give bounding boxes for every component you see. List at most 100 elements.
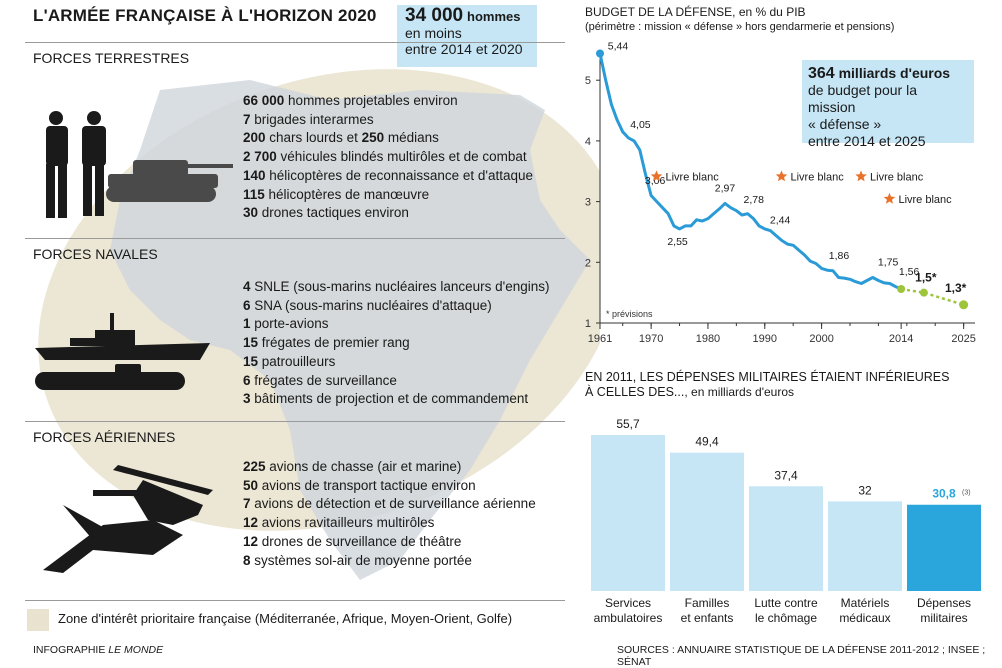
start-point — [596, 49, 604, 58]
credit: INFOGRAPHIE LE MONDE — [33, 644, 163, 656]
data-label: 1,3* — [945, 281, 967, 295]
bar-category-label: le chômage — [755, 611, 817, 625]
data-label: 1,5* — [915, 271, 937, 285]
x-tick-label: 1961 — [588, 333, 612, 345]
aircraft-helicopter-icon — [43, 465, 213, 573]
data-label: 2,55 — [667, 236, 688, 248]
bar-value-label: 32 — [858, 483, 872, 497]
legend-swatch — [27, 609, 49, 631]
bar-category-label: Lutte contre — [754, 596, 818, 610]
data-label: 2,44 — [770, 215, 791, 227]
livre-blanc-label: Livre blanc — [791, 171, 845, 183]
data-label: 1,75 — [878, 256, 899, 268]
bar — [670, 452, 744, 591]
legend-text: Zone d'intérêt prioritaire française (Mé… — [58, 611, 513, 626]
x-tick-label: 1990 — [753, 333, 777, 345]
bar-category-label: Matériels — [841, 596, 890, 610]
data-label: 1,86 — [829, 250, 850, 262]
personnel-callout: 34 000 hommes en moins entre 2014 et 202… — [397, 5, 537, 67]
budget-callout-line2: de budget pour la mission — [808, 82, 917, 115]
list-item: 6 frégates de surveillance — [243, 372, 397, 388]
ships-submarine-icon — [35, 313, 210, 390]
y-tick-label: 3 — [585, 197, 591, 209]
y-tick-label: 1 — [585, 318, 591, 330]
livre-blanc-star-icon — [650, 170, 663, 182]
bar-category-label: Dépenses — [917, 596, 971, 610]
y-tick-label: 5 — [585, 75, 591, 87]
list-item: 115 hélicoptères de manœuvre — [243, 186, 430, 202]
x-tick-label: 2014 — [889, 333, 913, 345]
bar-category-label: Services — [605, 596, 651, 610]
bar-value-label: 30,8 — [932, 487, 956, 501]
bar — [591, 435, 665, 591]
footnote: * prévisions — [606, 309, 653, 319]
list-item: 7 avions de détection et de surveillance… — [243, 496, 536, 512]
bar-chart-title: EN 2011, LES DÉPENSES MILITAIRES ÉTAIENT… — [585, 370, 949, 400]
bar-category-label: militaires — [920, 611, 967, 625]
budget-callout-unit: milliards d'euros — [834, 65, 951, 81]
section-title-aeriennes: FORCES AÉRIENNES — [33, 429, 176, 445]
budget-line — [598, 53, 902, 291]
livre-blanc-label: Livre blanc — [870, 171, 924, 183]
livre-blanc-star-icon — [775, 170, 788, 182]
budget-callout-line4: entre 2014 et 2025 — [808, 133, 926, 149]
personnel-unit: hommes — [467, 9, 521, 24]
list-item: 50 avions de transport tactique environ — [243, 477, 476, 493]
line-chart-title-main: BUDGET DE LA DÉFENSE — [585, 5, 733, 19]
forecast-point — [919, 288, 928, 297]
divider-aeriennes — [25, 421, 565, 422]
list-navales: 4 SNLE (sous-marins nucléaires lanceurs … — [243, 278, 549, 409]
livre-blanc-star-icon — [883, 192, 896, 204]
x-tick-label: 1980 — [696, 333, 720, 345]
list-item: 12 avions ravitailleurs multirôles — [243, 515, 435, 531]
page-title: L'ARMÉE FRANÇAISE À L'HORIZON 2020 — [33, 6, 377, 25]
x-tick-label: 2000 — [809, 333, 833, 345]
bar-chart-title-line2: À CELLES DES... — [585, 385, 685, 399]
x-tick-label: 2025 — [951, 333, 975, 345]
bar-value-label: 55,7 — [616, 417, 640, 431]
list-item: 7 brigades interarmes — [243, 111, 374, 127]
africa-silhouette — [110, 80, 590, 580]
data-label: 2,97 — [715, 182, 736, 194]
sources-text: SOURCES : ANNUAIRE STATISTIQUE DE LA DÉF… — [617, 644, 986, 668]
bar — [749, 486, 823, 591]
line-chart: 1 2 3 4 5 1961 1970 1980 1990 2000 2014 2025 5,44 4,0… — [585, 41, 976, 345]
list-item: 140 hélicoptères de reconnaissance et d'… — [243, 167, 534, 183]
livre-blanc-label: Livre blanc — [666, 171, 720, 183]
livre-blanc-label: Livre blanc — [898, 194, 952, 206]
list-item: 4 SNLE (sous-marins nucléaires lanceurs … — [243, 279, 550, 294]
budget-callout: 364 milliards d'euros de budget pour la … — [802, 60, 974, 149]
data-label: 1,56 — [899, 266, 920, 278]
line-chart-title-suffix: , en % du PIB — [732, 5, 806, 19]
bar — [828, 501, 902, 591]
bar — [907, 504, 981, 591]
bar-chart-title-line1: EN 2011, LES DÉPENSES MILITAIRES ÉTAIENT… — [585, 370, 950, 384]
budget-callout-number: 364 — [808, 65, 835, 82]
personnel-line2: en moins — [405, 25, 462, 41]
y-tick-label: 4 — [585, 136, 591, 148]
line-chart-title: BUDGET DE LA DÉFENSE, en % du PIB — [585, 5, 806, 19]
bar-category-label: et enfants — [681, 611, 734, 625]
list-item: 2 700 véhicules blindés multirôles et de… — [243, 149, 527, 165]
bar-category-label: ambulatoires — [594, 611, 663, 625]
list-item: 15 patrouilleurs — [243, 353, 336, 369]
list-terrestres: 66 000 hommes projetables environ 7 briga… — [243, 92, 533, 223]
list-item: 8 systèmes sol-air de moyenne portée — [243, 552, 472, 568]
budget-callout-line3: « défense » — [808, 116, 882, 132]
divider-navales — [25, 238, 565, 239]
list-aeriennes: 225 avions de chasse (air et marine) 50 a… — [243, 458, 536, 570]
data-label: 4,05 — [630, 119, 651, 131]
bar-category-label: médicaux — [839, 611, 890, 625]
list-item: 30 drones tactiques environ — [243, 205, 409, 221]
livre-blanc-star-icon — [855, 170, 867, 182]
list-item: 1 porte-avions — [243, 316, 329, 332]
forecast-point — [959, 300, 969, 310]
personnel-line3: entre 2014 et 2020 — [405, 41, 523, 57]
data-label: 5,44 — [608, 41, 629, 53]
forecast-line — [900, 287, 964, 306]
soldiers-tank-icon — [46, 111, 233, 218]
bar-value-label: 37,4 — [774, 468, 798, 482]
data-label: 2,78 — [744, 194, 765, 206]
section-title-navales: FORCES NAVALES — [33, 246, 158, 262]
